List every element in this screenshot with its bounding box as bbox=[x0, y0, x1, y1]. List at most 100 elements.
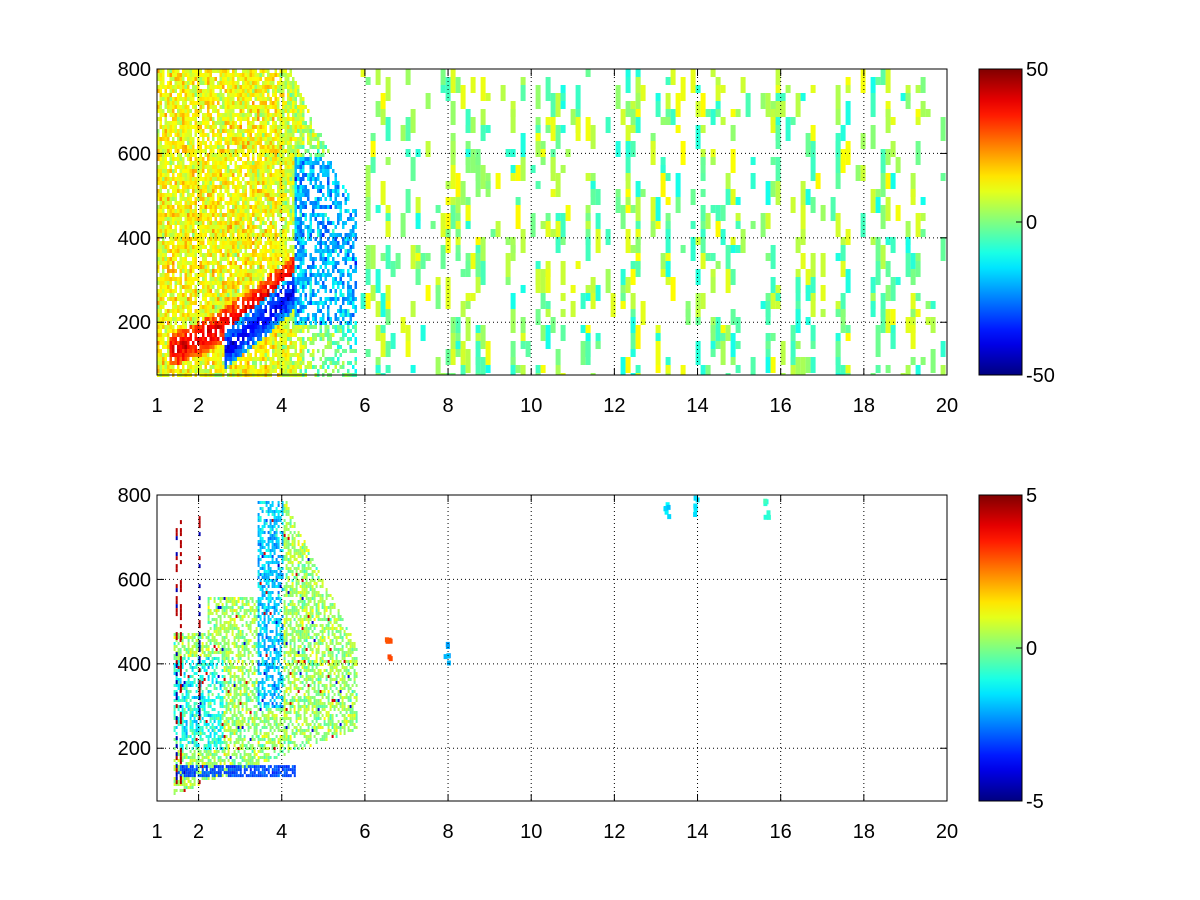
heatmap-cell bbox=[197, 113, 200, 117]
heatmap-cell bbox=[187, 269, 190, 273]
heatmap-cell bbox=[334, 241, 337, 245]
heatmap-cell bbox=[277, 129, 280, 133]
heatmap-cell bbox=[720, 205, 726, 221]
heatmap-cell bbox=[252, 165, 255, 169]
heatmap-cell bbox=[237, 269, 240, 273]
heatmap-cell bbox=[302, 261, 305, 265]
heatmap-cell bbox=[274, 353, 277, 357]
heatmap-cell bbox=[635, 197, 641, 221]
heatmap-cell bbox=[259, 353, 262, 357]
heatmap-cell bbox=[214, 121, 217, 125]
heatmap-cell bbox=[214, 85, 217, 89]
heatmap-cell bbox=[284, 305, 287, 309]
heatmap-cell bbox=[297, 153, 300, 157]
heatmap-cell bbox=[307, 365, 310, 369]
heatmap-cell bbox=[370, 285, 376, 301]
heatmap-cell bbox=[184, 197, 187, 201]
heatmap-cell bbox=[284, 85, 287, 89]
heatmap-cell bbox=[425, 285, 431, 301]
heatmap-cell bbox=[279, 241, 282, 245]
heatmap-cell bbox=[259, 197, 262, 201]
heatmap-cell bbox=[269, 333, 272, 337]
heatmap-cell bbox=[284, 109, 287, 113]
heatmap-cell bbox=[267, 145, 270, 149]
heatmap-cell bbox=[192, 73, 195, 77]
heatmap-cell bbox=[189, 353, 192, 357]
heatmap-cell bbox=[405, 117, 411, 141]
heatmap-cell bbox=[324, 329, 327, 333]
heatmap-cell bbox=[159, 73, 162, 77]
heatmap-cell bbox=[252, 85, 255, 89]
heatmap-cell bbox=[182, 345, 185, 349]
heatmap-cell bbox=[212, 197, 215, 201]
heatmap-cell bbox=[197, 249, 200, 253]
heatmap-cell bbox=[199, 209, 202, 213]
heatmap-cell bbox=[264, 161, 267, 165]
heatmap-cell bbox=[460, 181, 466, 205]
heatmap-cell bbox=[167, 109, 170, 113]
heatmap-cell bbox=[162, 157, 165, 161]
heatmap-cell bbox=[294, 289, 297, 293]
heatmap-cell bbox=[207, 121, 210, 125]
heatmap-cell bbox=[192, 341, 195, 345]
heatmap-cell bbox=[299, 157, 302, 161]
heatmap-cell bbox=[269, 229, 272, 233]
heatmap-cell bbox=[475, 277, 481, 293]
heatmap-cell bbox=[234, 209, 237, 213]
heatmap-cell bbox=[199, 281, 202, 285]
heatmap-cell bbox=[197, 125, 200, 129]
heatmap-cell bbox=[164, 97, 167, 101]
heatmap-cell bbox=[299, 325, 302, 329]
heatmap-cell bbox=[199, 365, 202, 369]
heatmap-cell bbox=[322, 249, 325, 253]
heatmap-cell bbox=[164, 165, 167, 169]
heatmap-cell bbox=[360, 293, 366, 309]
heatmap-cell bbox=[287, 141, 290, 145]
heatmap-cell bbox=[615, 85, 621, 109]
heatmap-cell bbox=[262, 369, 265, 373]
heatmap-cell bbox=[249, 289, 252, 293]
heatmap-cell bbox=[257, 217, 260, 221]
heatmap-cell bbox=[264, 353, 267, 357]
heatmap-cell bbox=[274, 369, 277, 373]
heatmap-cell bbox=[244, 325, 247, 329]
heatmap-cell bbox=[247, 77, 250, 81]
heatmap-cell bbox=[222, 221, 225, 225]
heatmap-cell bbox=[177, 113, 180, 117]
heatmap-cell bbox=[164, 117, 167, 121]
heatmap-cell bbox=[282, 313, 285, 317]
heatmap-cell bbox=[207, 133, 210, 137]
heatmap-cell bbox=[309, 221, 312, 225]
heatmap-cell bbox=[299, 101, 302, 105]
heatmap-cell bbox=[294, 305, 297, 309]
heatmap-cell bbox=[182, 129, 185, 133]
heatmap-cell bbox=[222, 289, 225, 293]
heatmap-cell bbox=[312, 161, 315, 165]
heatmap-cell bbox=[304, 305, 307, 309]
heatmap-cell bbox=[252, 105, 255, 109]
heatmap-cell bbox=[302, 121, 305, 125]
heatmap-cell bbox=[282, 185, 285, 189]
heatmap-cell bbox=[164, 149, 167, 153]
heatmap-cell bbox=[237, 345, 240, 349]
heatmap-cell bbox=[242, 145, 245, 149]
heatmap-cell bbox=[237, 141, 240, 145]
heatmap-cell bbox=[227, 209, 230, 213]
heatmap-cell bbox=[272, 149, 275, 153]
heatmap-cell bbox=[455, 77, 461, 93]
heatmap-cell bbox=[182, 165, 185, 169]
heatmap-cell bbox=[309, 133, 312, 137]
heatmap-cell bbox=[520, 157, 526, 181]
heatmap-cell bbox=[259, 337, 262, 341]
heatmap-cell bbox=[214, 213, 217, 217]
heatmap-cell bbox=[159, 301, 162, 305]
heatmap-cell bbox=[179, 125, 182, 129]
heatmap-cell bbox=[209, 81, 212, 85]
heatmap-cell bbox=[237, 353, 240, 357]
heatmap-cell bbox=[269, 325, 272, 329]
heatmap-cell bbox=[342, 185, 345, 189]
heatmap-cell bbox=[159, 357, 162, 361]
heatmap-cell bbox=[197, 289, 200, 293]
heatmap-cell bbox=[247, 157, 250, 161]
heatmap-cell bbox=[184, 361, 187, 365]
